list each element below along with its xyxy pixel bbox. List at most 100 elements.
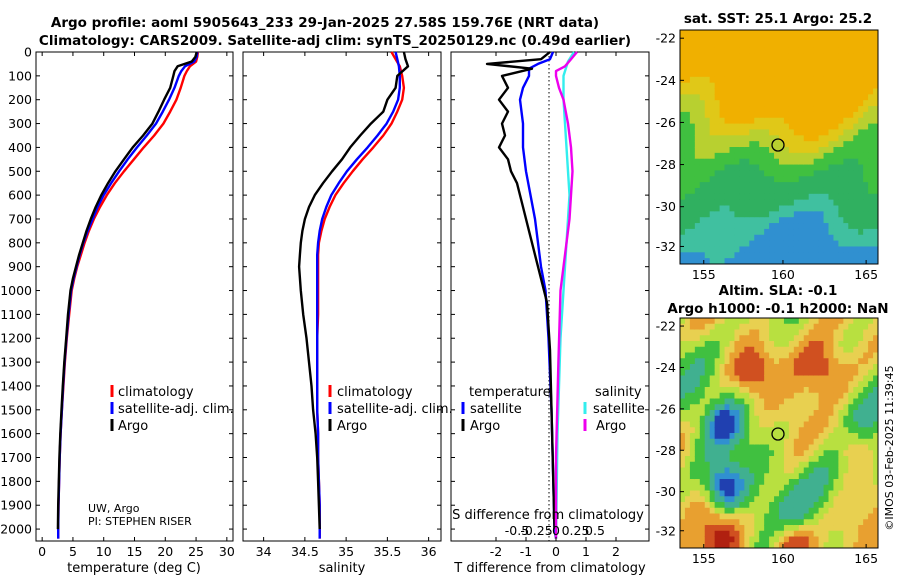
map-cell [853,182,859,189]
map-cell [704,404,711,411]
map-cell [734,240,740,247]
map-cell [783,217,790,224]
map-cell [853,117,859,125]
map-cell [709,205,716,212]
map-cell [714,111,721,119]
map-cell [828,258,834,265]
map-cell [803,106,810,113]
map-cell [680,502,686,509]
map-cell [724,59,730,66]
map-cell [803,473,810,480]
map-cell [808,76,815,84]
map-cell [813,444,820,451]
map-cell [868,484,874,491]
map-cell [709,375,716,382]
map-cell [754,111,760,119]
map-cell [704,100,711,107]
map-cell [684,444,691,451]
map-cell [868,329,874,336]
map-cell [813,205,820,212]
map-cell [694,323,701,330]
map-cell [694,438,701,445]
map-cell [729,381,735,388]
map-cell [774,217,780,224]
map-cell [808,176,815,183]
map-cell [873,106,879,113]
map-cell [828,496,834,503]
map-cell [818,323,825,330]
map-cell [779,387,785,394]
map-cell [833,496,839,503]
map-cell [774,141,780,148]
map-cell [694,479,701,486]
map-cell [684,364,691,371]
map-cell [838,94,844,101]
map-cell [719,519,726,526]
map-cell [779,70,785,78]
map-cell [818,152,825,160]
map-cell [724,164,730,171]
map-cell [714,392,721,399]
map-cell [759,427,765,434]
map-cell [684,246,691,253]
map-cell [694,147,701,154]
map-cell [759,199,765,206]
map-cell [759,228,765,236]
map-cell [823,364,829,371]
map-cell [754,106,760,113]
map-cell [863,164,869,171]
x-tick-label: 2 [612,544,620,559]
map-cell [694,490,701,497]
legend-label-satellite: satellite-adj. clim. [118,402,234,417]
map-cell [798,352,805,359]
map-cell [833,158,839,166]
map-cell [823,507,829,514]
map-cell [783,41,790,49]
map-cell [764,53,770,60]
map-cell [788,193,795,201]
map-cell [863,410,869,417]
map-cell [754,519,760,526]
map-cell [873,427,879,434]
y-tick-label: 1000 [0,283,32,298]
map-cell [798,187,805,195]
map-cell [818,76,825,84]
map-cell [774,473,780,480]
map-cell [793,65,800,72]
map-cell [684,502,691,509]
map-cell [764,182,770,189]
map-cell [848,193,854,201]
map-cell [729,170,735,177]
map-cell [818,484,825,491]
map-cell [828,30,834,37]
map-cell [704,323,711,330]
map-cell [680,461,686,468]
map-cell [704,240,711,247]
map-cell [838,507,844,514]
map-cell [744,502,750,509]
map-cell [684,123,691,130]
map-cell [724,106,730,113]
map-cell [783,318,790,325]
map-cell [848,341,854,348]
map-cell [873,530,879,537]
map-cell [694,387,701,394]
map-cell [868,341,874,348]
map-cell [863,507,869,514]
map-cell [709,467,716,474]
map-cell [818,193,825,201]
map-cell [813,433,820,440]
map-cell [709,129,716,136]
map-cell [793,88,800,95]
map-cell [858,467,864,474]
map-cell [843,35,849,43]
map-cell [798,53,805,60]
map-cell [848,234,854,242]
map-cell [689,59,696,66]
x-tick-label: 5 [69,544,77,559]
map-cell [774,525,780,532]
sst-map-title: sat. SST: 25.1 Argo: 25.2 [684,11,872,27]
map-cell [754,152,760,160]
map-cell [779,450,785,457]
map-cell [709,211,716,218]
